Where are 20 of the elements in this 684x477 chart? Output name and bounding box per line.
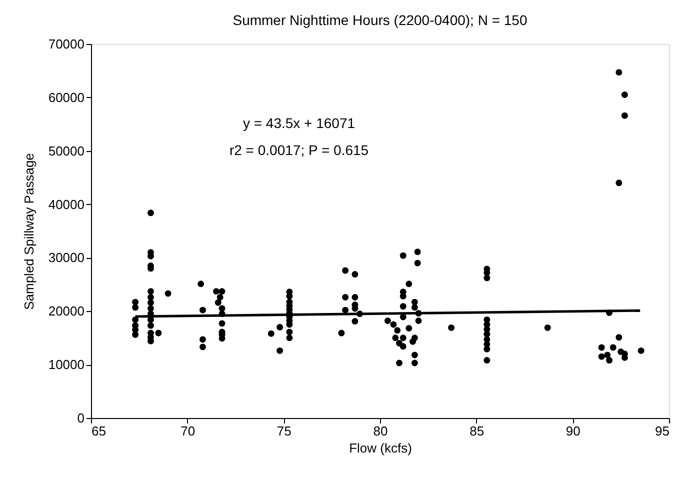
- x-tick-label: 80: [373, 424, 388, 438]
- y-tick-label: 30000: [48, 250, 84, 266]
- y-tick-label: 0: [77, 410, 84, 426]
- y-tick-label: 60000: [48, 90, 84, 105]
- y-tick-label: 50000: [48, 143, 84, 158]
- chart-title: Summer Nighttime Hours (2200-0400); N = 150: [232, 12, 528, 28]
- x-tick-label: 65: [92, 424, 106, 438]
- y-tick-label: 70000: [48, 36, 84, 52]
- y-tick-label: 20000: [48, 304, 84, 319]
- x-tick-label: 85: [470, 424, 484, 438]
- x-tick-label: 95: [655, 424, 670, 438]
- x-tick-label: 70: [180, 424, 196, 438]
- annotation: y = 43.5x + 16071: [242, 115, 356, 131]
- x-tick-label: 75: [276, 424, 292, 438]
- y-axis-title: Sampled Spillway Passage: [21, 153, 36, 310]
- annotation: r2 = 0.0017; P = 0.615: [229, 142, 369, 158]
- y-tick-label: 40000: [48, 196, 84, 212]
- x-tick-label: 90: [566, 424, 580, 438]
- x-axis-title: Flow (kcfs): [349, 440, 412, 456]
- y-tick-label: 10000: [48, 357, 84, 372]
